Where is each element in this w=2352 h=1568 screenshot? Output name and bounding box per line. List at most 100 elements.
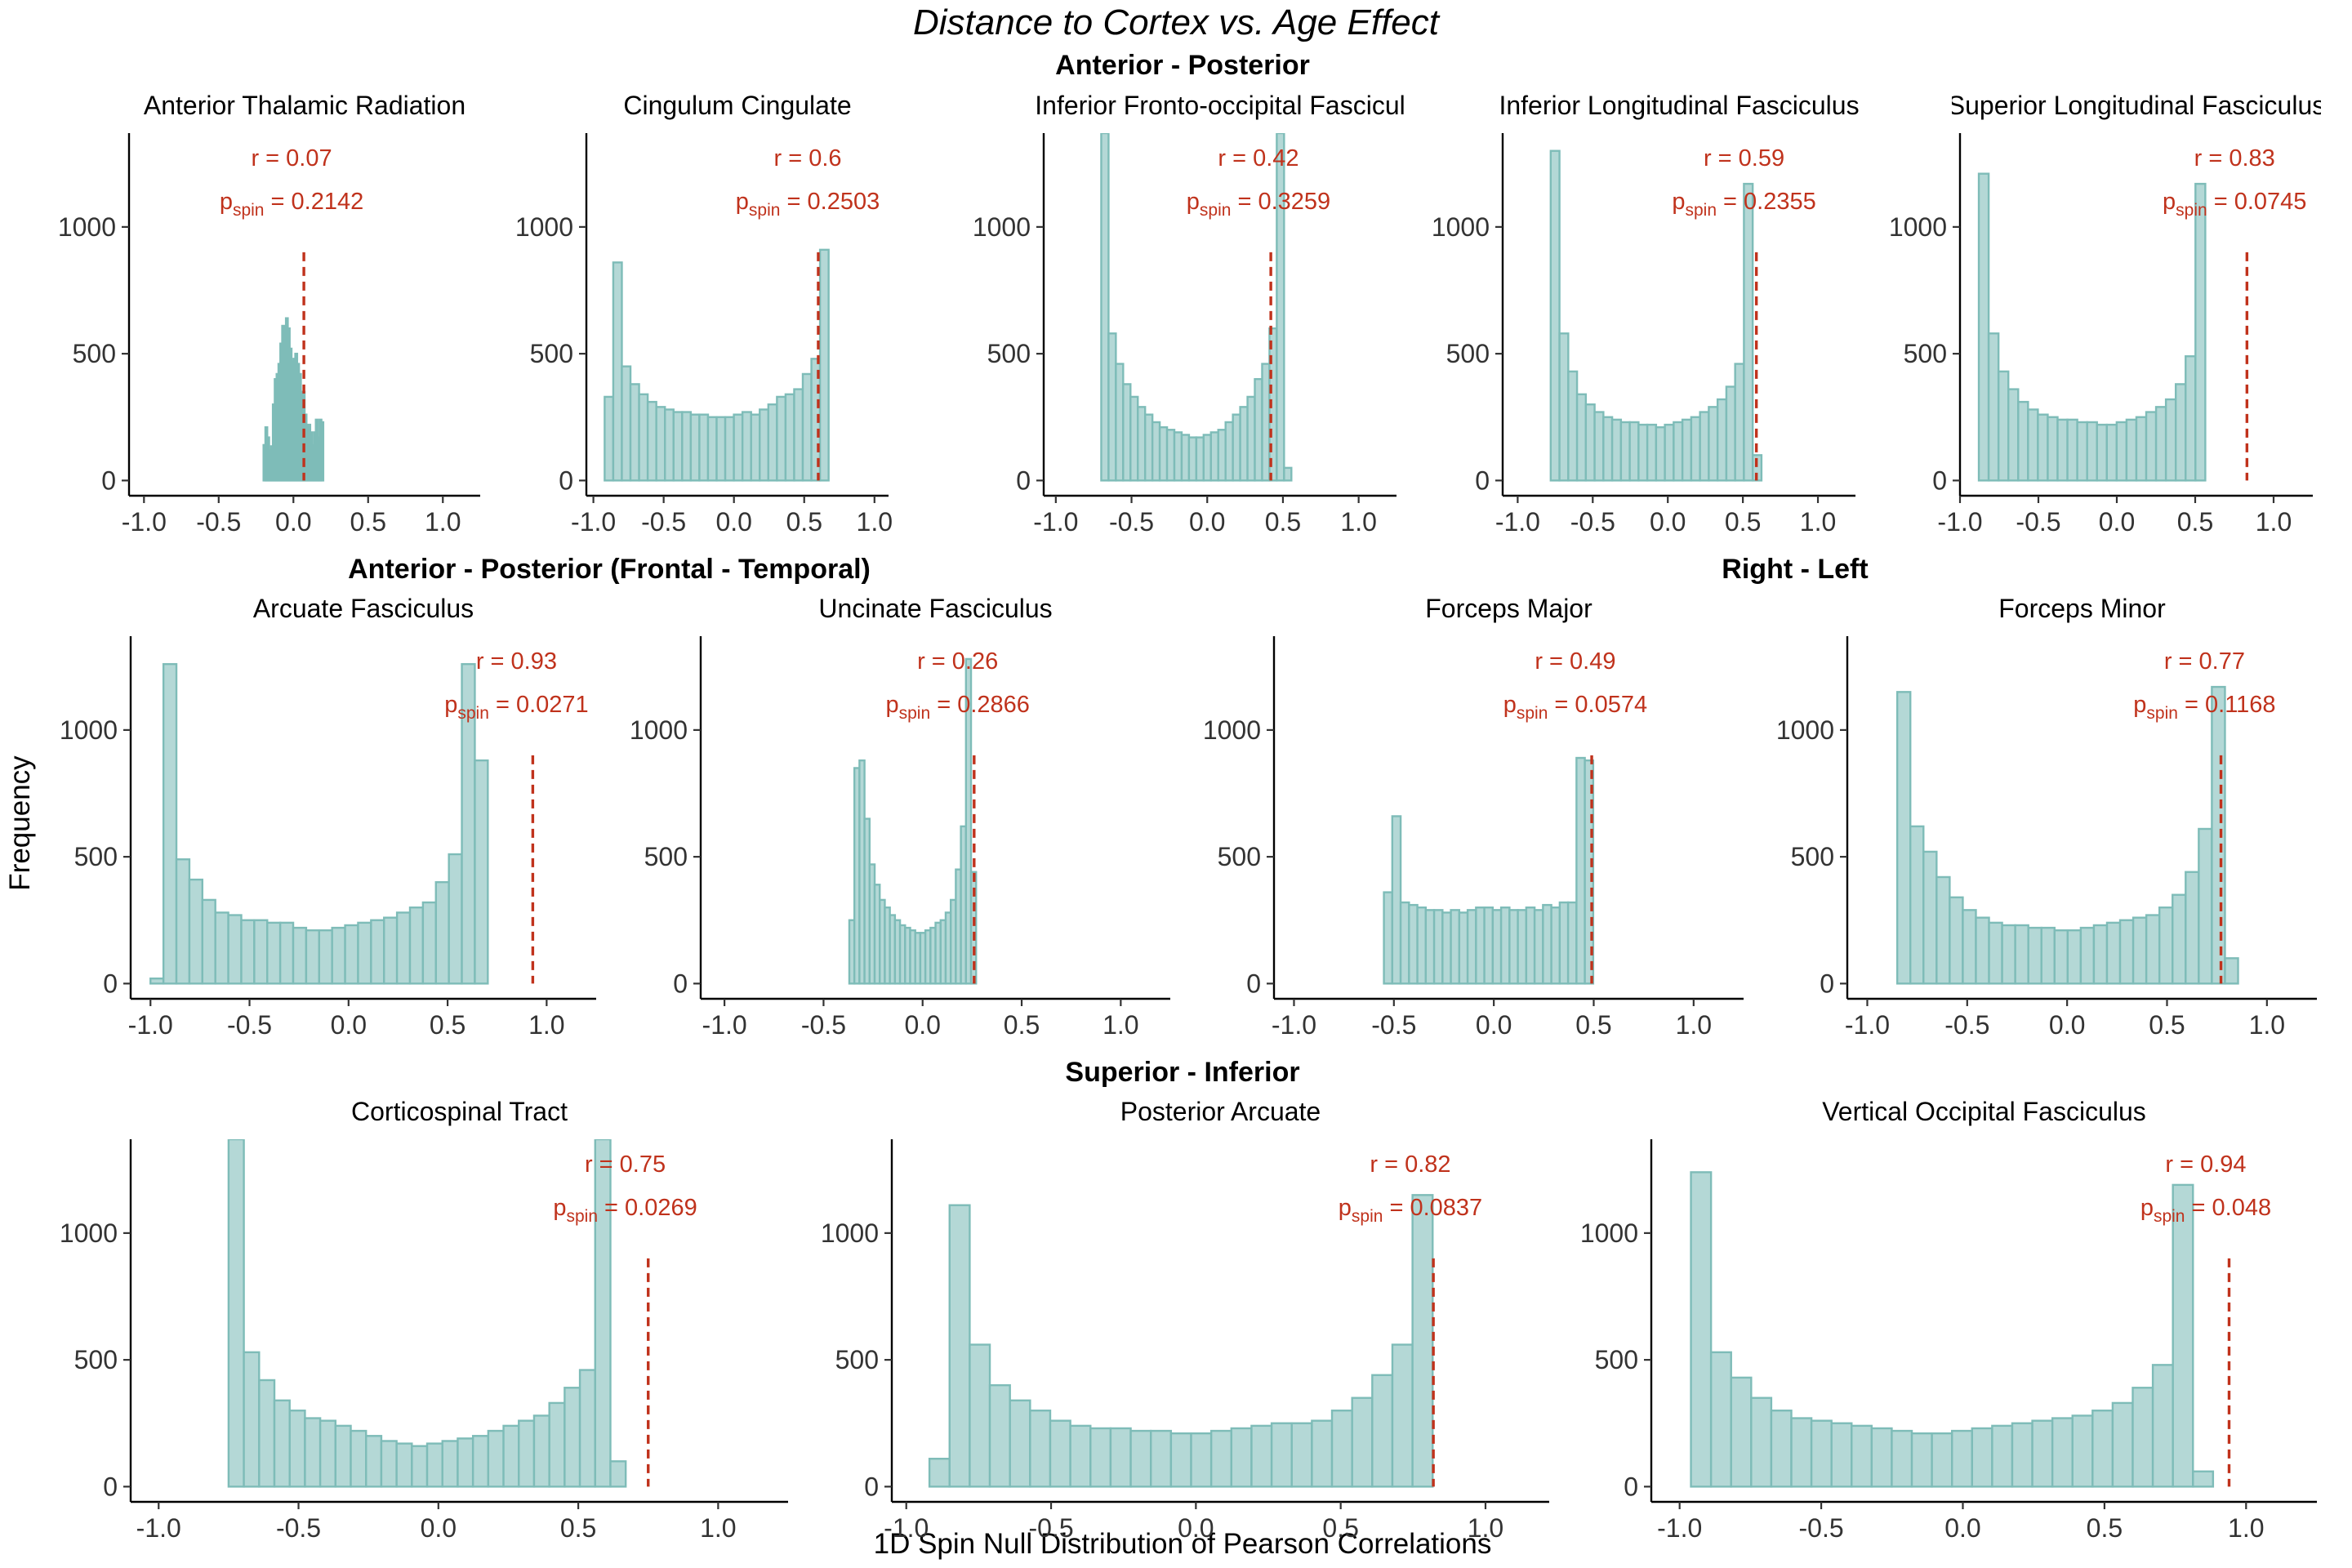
histogram-bar [1690, 1171, 1713, 1488]
histogram-bar [1069, 1424, 1092, 1488]
x-tick-label: -1.0 [1937, 507, 1982, 537]
histogram-bar [1330, 1410, 1353, 1488]
histogram-bar [1770, 1410, 1793, 1488]
histogram-bar [2172, 1183, 2194, 1488]
x-tick-label: -0.5 [2016, 507, 2060, 537]
histogram-bar [365, 1435, 383, 1488]
histogram-bar [715, 416, 727, 482]
histogram-bar [2211, 685, 2226, 985]
panel-cingulum-cingulate: Cingulum Cingulate r = 0.6 pspin = 0.2503 -… [515, 91, 893, 537]
histogram-bar [1975, 916, 1990, 985]
histogram-bar [672, 411, 684, 482]
histogram-bar [1790, 1417, 1813, 1488]
p-spin-subscript: spin [2154, 1207, 2185, 1226]
x-tick-label: 0.0 [1650, 507, 1686, 537]
histogram-bar [1690, 416, 1701, 482]
p-spin-annotation: pspin = 0.048 [2140, 1195, 2271, 1226]
r-annotation: r = 0.49 [1535, 648, 1615, 675]
histogram-bar [425, 1442, 443, 1488]
histogram-bar [318, 929, 333, 985]
histogram-bar [457, 1437, 474, 1488]
p-spin-value: = 0.0837 [1383, 1195, 1482, 1221]
p-spin-subscript: spin [566, 1207, 598, 1226]
y-tick-label: 500 [73, 339, 116, 368]
bars [262, 317, 325, 482]
histogram-bar [2158, 906, 2174, 985]
histogram-bar [1628, 421, 1640, 482]
histogram-bar [948, 1204, 971, 1488]
x-tick-label: 0.5 [1004, 1010, 1040, 1040]
histogram-bar [2027, 408, 2039, 482]
histogram-bar [1165, 429, 1176, 482]
histogram-bar [1637, 423, 1649, 482]
histogram-bar [1224, 421, 1234, 482]
histogram-bar [1290, 1422, 1313, 1488]
histogram-bar [1383, 891, 1394, 985]
p-spin-annotation: pspin = 0.3259 [1187, 189, 1330, 220]
histogram-bar [2174, 383, 2187, 482]
histogram-bar [1416, 906, 1428, 985]
histogram-bar [2132, 1387, 2154, 1488]
x-tick-label: 0.0 [331, 1010, 367, 1040]
p-spin-value: = 0.2142 [264, 189, 363, 215]
p-spin-value: = 0.0574 [1548, 692, 1647, 718]
panel-title: Uncinate Fasciculus [818, 594, 1052, 623]
histogram-bar [609, 1460, 627, 1488]
histogram-bar [1977, 172, 1990, 482]
histogram-bar [318, 1419, 337, 1488]
panel-title: Anterior Thalamic Radiation [144, 91, 466, 120]
histogram-bar [532, 1414, 550, 1488]
histogram-bar [2151, 1364, 2174, 1488]
y-tick-label: 0 [864, 1472, 879, 1501]
x-tick-label: 1.0 [857, 507, 893, 537]
y-tick-label: 500 [1446, 339, 1490, 368]
x-tick-label: 1.0 [2249, 1010, 2285, 1040]
histogram-bar [320, 421, 325, 482]
p-spin-value: = 0.1168 [2178, 692, 2276, 718]
x-tick-label: -0.5 [1109, 507, 1154, 537]
x-tick-label: 0.5 [1725, 507, 1761, 537]
histogram-bar [1475, 906, 1486, 985]
histogram-bar [1716, 398, 1728, 482]
histogram-bar [1122, 383, 1132, 482]
histogram-bar [1584, 759, 1595, 985]
histogram-bar [1987, 332, 2000, 482]
histogram-bar [655, 406, 666, 482]
histogram-bar [1991, 1424, 2014, 1488]
panel-anterior-thalamic-radiation: Anterior Thalamic Radiation r = 0.07 pspin… [58, 91, 480, 537]
panel-vertical-occipital-fasciculus: Vertical Occipital Fasciculus r = 0.94 psp… [1580, 1097, 2317, 1543]
x-tick-label: -0.5 [641, 507, 686, 537]
histogram-bar [1466, 909, 1477, 985]
histogram-bar [243, 1351, 261, 1488]
histogram-bar [741, 411, 752, 482]
x-tick-label: 1.0 [700, 1513, 736, 1543]
histogram-bar [1173, 431, 1183, 482]
y-tick-label: 0 [103, 1472, 118, 1501]
p-spin-value: = 0.0745 [2207, 189, 2307, 215]
histogram-bar [818, 248, 830, 482]
x-tick-label: -0.5 [801, 1010, 846, 1040]
histogram-bar [1619, 421, 1631, 482]
histogram-bar [1408, 903, 1419, 985]
x-tick-label: 0.5 [1575, 1010, 1611, 1040]
histogram-bar [1209, 1429, 1232, 1488]
histogram-bar [689, 413, 701, 482]
histogram-bar [1190, 1432, 1213, 1488]
histogram-bar [1371, 1374, 1394, 1488]
histogram-bar [1391, 815, 1402, 985]
bars [928, 1194, 1434, 1488]
group-label-superior-inferior: Superior - Inferior [1065, 1057, 1299, 1088]
histogram-bar [724, 416, 735, 482]
x-tick-label: 0.0 [1476, 1010, 1512, 1040]
x-tick-label: 0.0 [1189, 507, 1225, 537]
histogram-bar [1169, 1432, 1192, 1488]
x-tick-label: 1.0 [1468, 1513, 1503, 1543]
histogram-bar [1129, 395, 1139, 482]
p-spin-annotation: pspin = 0.1168 [2133, 692, 2275, 723]
histogram-bar [1089, 1427, 1112, 1488]
histogram-bar [664, 408, 675, 482]
histogram-bar [1411, 1194, 1434, 1488]
p-spin-value: = 0.048 [2185, 1195, 2271, 1221]
y-tick-label: 1000 [1776, 715, 1834, 745]
